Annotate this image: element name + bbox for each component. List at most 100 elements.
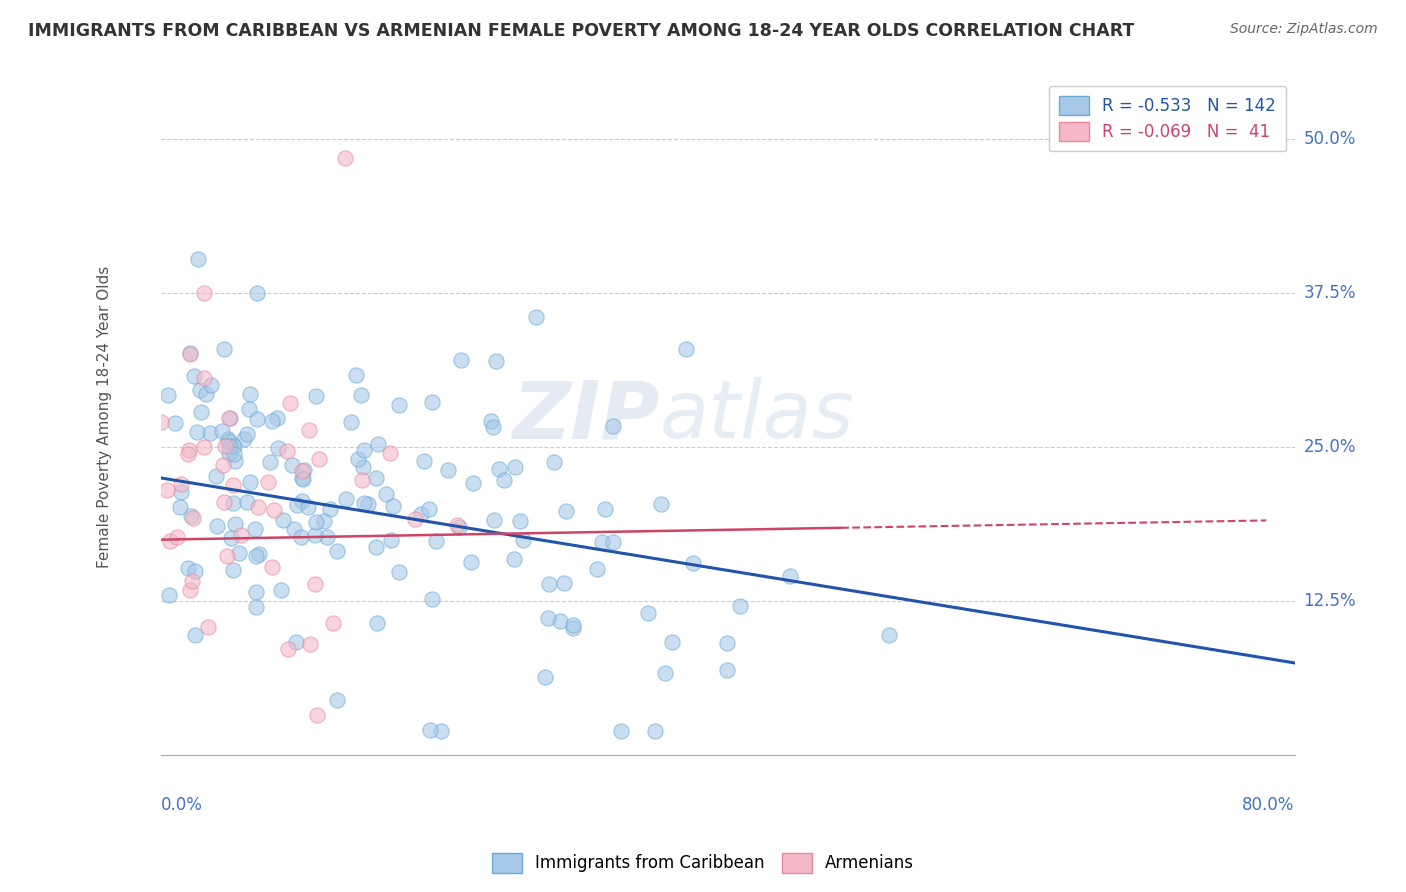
- Text: ZIP: ZIP: [513, 377, 659, 456]
- Point: [200, 378, 222, 392]
- Point: [233, 432, 256, 446]
- Point: [602, 418, 624, 433]
- Point: [280, 458, 302, 472]
- Point: [305, 707, 328, 722]
- Point: [179, 582, 201, 597]
- Text: Source: ZipAtlas.com: Source: ZipAtlas.com: [1230, 22, 1378, 37]
- Point: [488, 461, 510, 475]
- Point: [194, 387, 217, 401]
- Point: [450, 353, 472, 368]
- Point: [180, 508, 202, 523]
- Point: [350, 473, 373, 487]
- Point: [388, 565, 411, 579]
- Point: [610, 723, 633, 738]
- Point: [260, 414, 283, 428]
- Point: [179, 346, 201, 360]
- Point: [637, 606, 659, 620]
- Point: [177, 443, 200, 458]
- Point: [186, 425, 208, 440]
- Point: [335, 491, 357, 506]
- Point: [238, 401, 260, 416]
- Point: [159, 534, 181, 549]
- Point: [179, 347, 201, 361]
- Point: [259, 455, 281, 469]
- Point: [463, 475, 485, 490]
- Point: [165, 417, 187, 431]
- Point: [236, 427, 259, 442]
- Point: [602, 534, 624, 549]
- Point: [312, 514, 335, 528]
- Text: 50.0%: 50.0%: [1303, 130, 1355, 148]
- Point: [193, 371, 215, 385]
- Point: [447, 519, 470, 533]
- Point: [380, 533, 402, 548]
- Point: [388, 398, 411, 412]
- Point: [550, 614, 572, 628]
- Point: [482, 420, 505, 434]
- Point: [877, 628, 900, 642]
- Point: [285, 498, 308, 512]
- Point: [217, 549, 239, 563]
- Point: [156, 483, 179, 498]
- Point: [381, 500, 404, 514]
- Point: [187, 252, 209, 266]
- Point: [682, 556, 704, 570]
- Point: [222, 496, 245, 510]
- Point: [217, 434, 239, 449]
- Point: [344, 368, 367, 383]
- Point: [176, 447, 198, 461]
- Point: [446, 518, 468, 533]
- Point: [404, 511, 426, 525]
- Point: [222, 438, 245, 452]
- Point: [224, 447, 246, 461]
- Point: [779, 569, 801, 583]
- Point: [562, 621, 585, 635]
- Point: [482, 513, 505, 527]
- Point: [245, 522, 267, 536]
- Point: [661, 635, 683, 649]
- Point: [716, 663, 738, 677]
- Point: [716, 636, 738, 650]
- Point: [228, 545, 250, 559]
- Point: [181, 511, 204, 525]
- Point: [246, 285, 269, 300]
- Point: [247, 548, 270, 562]
- Point: [316, 530, 339, 544]
- Point: [231, 528, 253, 542]
- Point: [675, 343, 697, 357]
- Point: [284, 635, 307, 649]
- Point: [654, 665, 676, 680]
- Text: atlas: atlas: [659, 377, 855, 456]
- Text: 37.5%: 37.5%: [1303, 285, 1355, 302]
- Point: [425, 533, 447, 548]
- Point: [211, 458, 233, 472]
- Point: [555, 504, 578, 518]
- Point: [503, 552, 526, 566]
- Text: 25.0%: 25.0%: [1303, 438, 1355, 456]
- Point: [183, 368, 205, 383]
- Point: [524, 310, 547, 324]
- Point: [292, 472, 315, 486]
- Point: [591, 535, 613, 549]
- Point: [197, 620, 219, 634]
- Point: [352, 459, 374, 474]
- Point: [419, 723, 441, 737]
- Point: [413, 454, 436, 468]
- Point: [170, 477, 193, 491]
- Point: [322, 615, 344, 630]
- Point: [374, 486, 396, 500]
- Point: [437, 463, 460, 477]
- Legend: Immigrants from Caribbean, Armenians: Immigrants from Caribbean, Armenians: [485, 847, 921, 880]
- Point: [350, 388, 373, 402]
- Point: [430, 723, 453, 738]
- Point: [267, 441, 290, 455]
- Point: [198, 425, 221, 440]
- Point: [166, 531, 188, 545]
- Point: [193, 286, 215, 301]
- Point: [188, 383, 211, 397]
- Point: [326, 693, 349, 707]
- Point: [224, 454, 246, 468]
- Point: [184, 628, 207, 642]
- Point: [543, 454, 565, 468]
- Point: [156, 388, 179, 402]
